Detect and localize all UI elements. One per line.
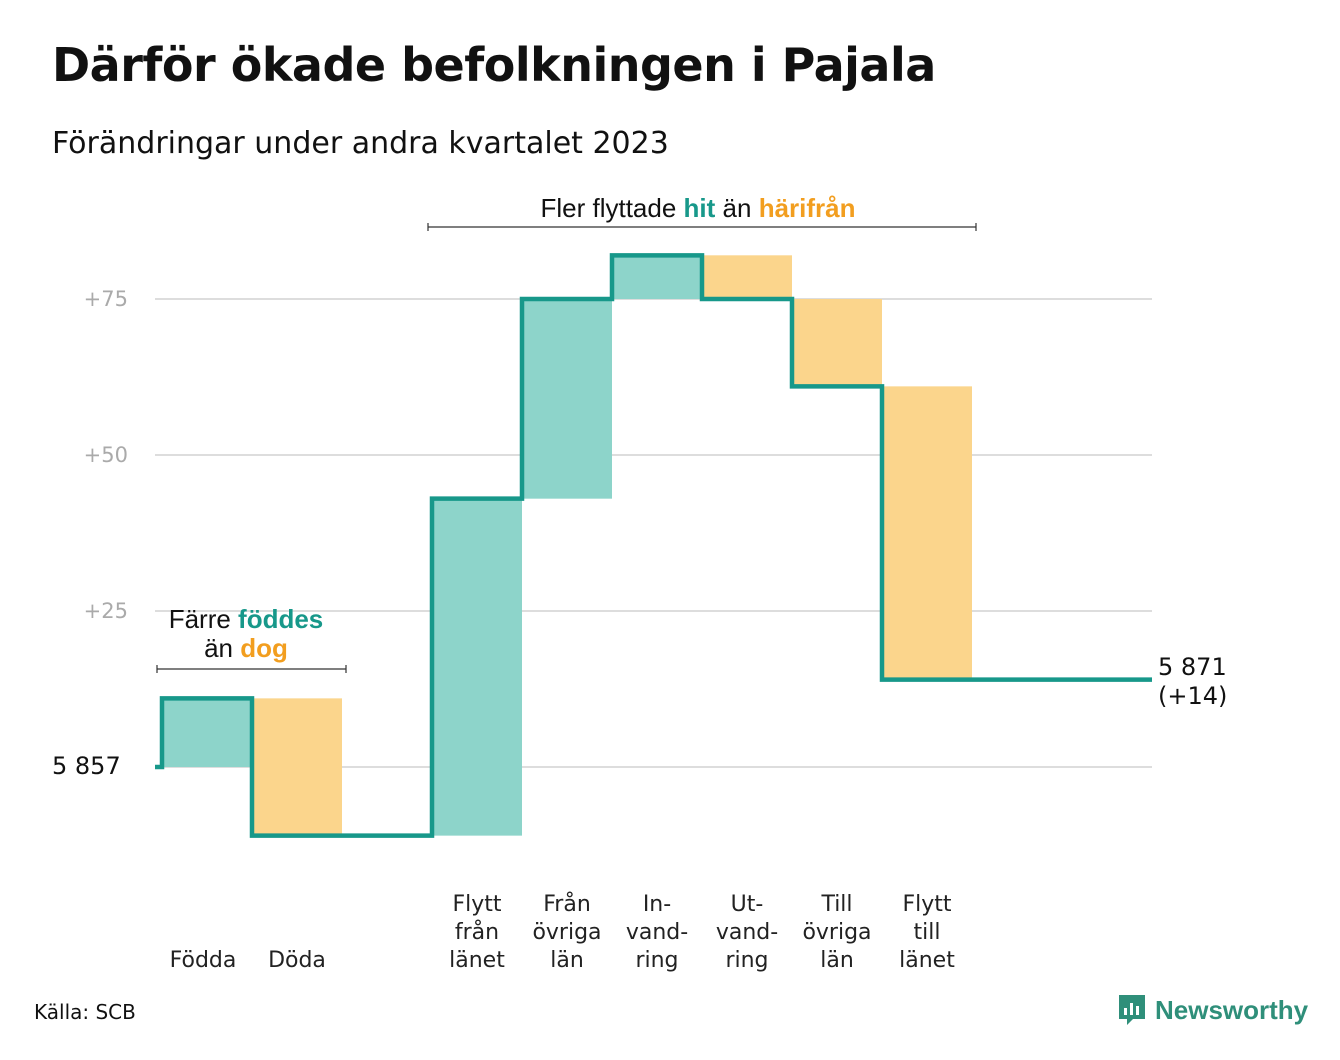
category-label: ring — [635, 948, 678, 973]
category-label: Flytt — [902, 892, 951, 917]
category-label: In- — [643, 892, 671, 917]
bar — [882, 386, 972, 680]
category-label: Till — [820, 892, 852, 917]
category-label: från — [455, 919, 499, 945]
end-value-label: 5 871 — [1158, 653, 1227, 681]
category-label: Från — [543, 891, 591, 917]
category-label: ring — [725, 948, 768, 973]
category-labels: Födda DödaFlyttfrånlänetFrånövrigalänIn-v… — [170, 891, 956, 973]
brand-logo: Newsworthy — [1117, 993, 1308, 1027]
y-tick-label: +25 — [84, 599, 128, 623]
category-label: Födda — [170, 948, 237, 973]
births-annotation-line2: än dog — [204, 633, 288, 663]
births-annotation: Färre föddes än dog — [156, 604, 347, 673]
migration-annotation-text: Fler flyttade hit än härifrån — [540, 193, 855, 223]
category-label: vand- — [716, 920, 778, 945]
bar — [792, 299, 882, 387]
bar — [252, 698, 342, 836]
births-annotation-line1: Färre föddes — [169, 604, 324, 634]
category-label: Ut- — [731, 892, 764, 917]
brand-name: Newsworthy — [1155, 994, 1309, 1025]
bars — [162, 255, 972, 836]
chart-subtitle: Förändringar under andra kvartalet 2023 — [52, 126, 669, 161]
bar — [162, 698, 252, 767]
category-label: län — [820, 948, 854, 973]
category-label: Flytt — [452, 892, 501, 917]
category-label: Döda — [268, 948, 326, 973]
category-label: övriga — [802, 920, 871, 945]
step-line — [155, 253, 1152, 838]
category-label: till — [914, 920, 941, 945]
bar — [522, 299, 612, 499]
bar — [612, 255, 702, 299]
chart-title: Därför ökade befolkningen i Pajala — [52, 38, 936, 92]
end-change-label: (+14) — [1158, 682, 1227, 710]
source-note: Källa: SCB — [34, 1000, 136, 1024]
category-label: länet — [899, 948, 955, 973]
start-value-label: 5 857 — [52, 752, 121, 780]
gridlines: +25 +50 +75 — [84, 287, 1152, 768]
migration-annotation: Fler flyttade hit än härifrån — [427, 193, 977, 231]
category-label: län — [550, 948, 584, 973]
category-label: övriga — [532, 920, 601, 945]
y-tick-label: +50 — [84, 443, 128, 467]
y-tick-label: +75 — [84, 287, 128, 311]
newsworthy-icon — [1119, 995, 1145, 1025]
bar — [702, 255, 792, 299]
category-label: vand- — [626, 920, 688, 945]
category-label: länet — [449, 948, 505, 973]
cumulative-step-line — [155, 253, 1152, 838]
bar — [432, 498, 522, 836]
